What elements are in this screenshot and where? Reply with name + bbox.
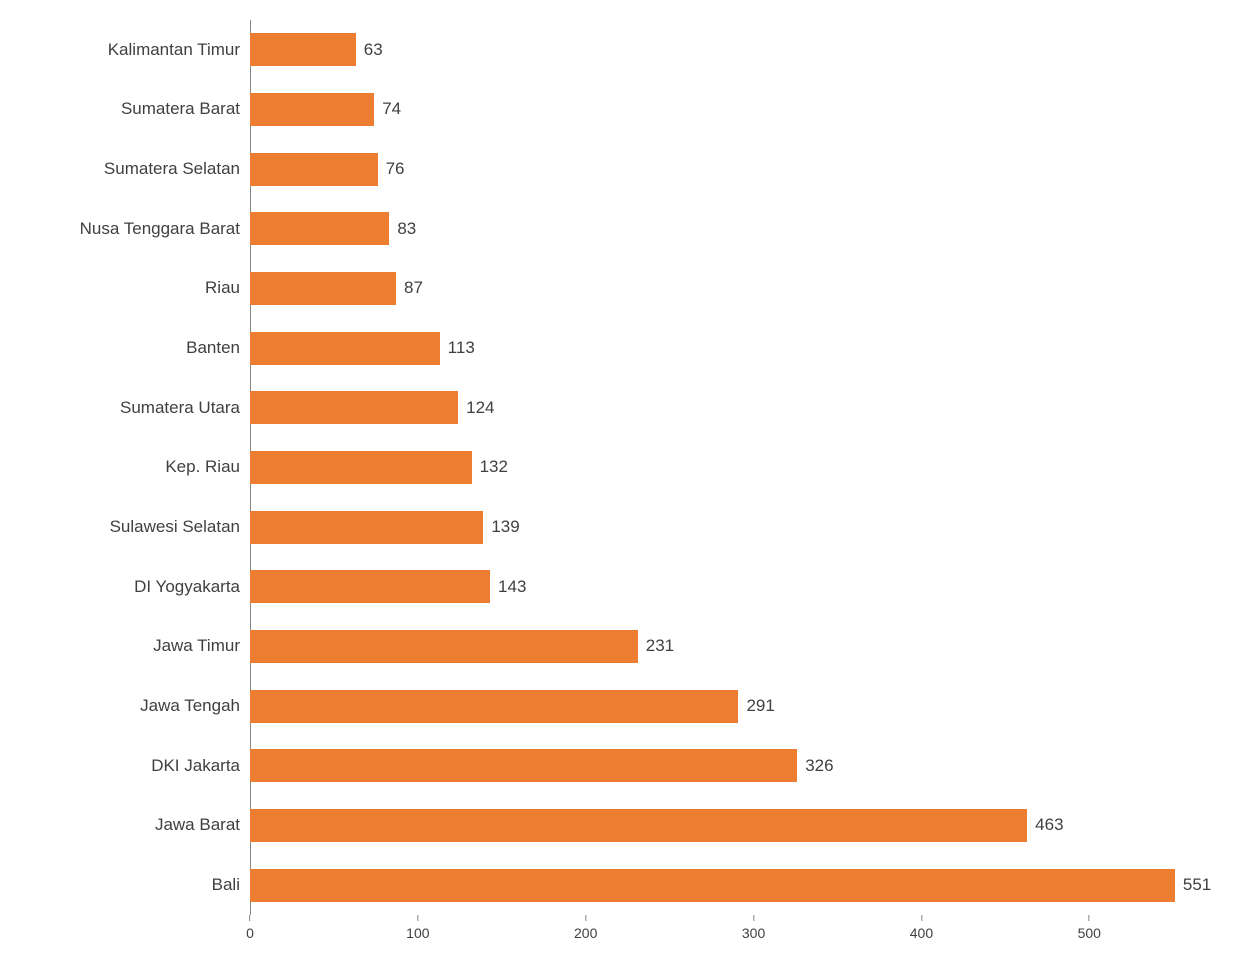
- bar-value-label: 231: [646, 636, 674, 656]
- chart-container: Kalimantan Timur63Sumatera Barat74Sumate…: [0, 0, 1245, 965]
- category-label: Riau: [205, 278, 240, 298]
- bar: [250, 511, 483, 544]
- category-label: Jawa Barat: [155, 815, 240, 835]
- x-tick-label: 100: [406, 925, 429, 941]
- bar: [250, 272, 396, 305]
- bar: [250, 869, 1175, 902]
- x-tick-mark: [1089, 915, 1090, 921]
- bar-value-label: 143: [498, 577, 526, 597]
- bar: [250, 749, 797, 782]
- bar-row: Nusa Tenggara Barat83: [250, 199, 389, 259]
- bar: [250, 630, 638, 663]
- category-label: Sumatera Barat: [121, 99, 240, 119]
- bar-row: Banten113: [250, 318, 440, 378]
- bar-row: DKI Jakarta326: [250, 736, 797, 796]
- bar-value-label: 76: [386, 159, 405, 179]
- bar-row: Sumatera Barat74: [250, 80, 374, 140]
- category-label: Sulawesi Selatan: [110, 517, 240, 537]
- plot-area: Kalimantan Timur63Sumatera Barat74Sumate…: [250, 20, 1190, 915]
- bar-row: Jawa Barat463: [250, 796, 1027, 856]
- bar: [250, 451, 472, 484]
- category-label: Sumatera Utara: [120, 398, 240, 418]
- x-tick-label: 200: [574, 925, 597, 941]
- bar-row: Jawa Timur231: [250, 617, 638, 677]
- bar-row: Kalimantan Timur63: [250, 20, 356, 80]
- bar-value-label: 551: [1183, 875, 1211, 895]
- x-tick: 200: [574, 915, 597, 941]
- x-tick-mark: [921, 915, 922, 921]
- category-label: DI Yogyakarta: [134, 577, 240, 597]
- category-label: Kalimantan Timur: [108, 40, 240, 60]
- bar-row: Sulawesi Selatan139: [250, 497, 483, 557]
- x-axis: 0100200300400500: [250, 915, 1190, 945]
- bar: [250, 93, 374, 126]
- bar-value-label: 124: [466, 398, 494, 418]
- bar-row: Riau87: [250, 259, 396, 319]
- bar-value-label: 139: [491, 517, 519, 537]
- bar-row: Sumatera Utara124: [250, 378, 458, 438]
- bar-value-label: 326: [805, 756, 833, 776]
- x-tick-mark: [249, 915, 250, 921]
- x-tick: 400: [910, 915, 933, 941]
- bar: [250, 212, 389, 245]
- bar: [250, 690, 738, 723]
- x-tick: 100: [406, 915, 429, 941]
- x-tick: 0: [246, 915, 254, 941]
- bar: [250, 332, 440, 365]
- bar: [250, 809, 1027, 842]
- category-label: Sumatera Selatan: [104, 159, 240, 179]
- category-label: Kep. Riau: [165, 457, 240, 477]
- x-tick-label: 500: [1078, 925, 1101, 941]
- bar-value-label: 113: [448, 338, 475, 358]
- bar: [250, 391, 458, 424]
- x-tick-label: 400: [910, 925, 933, 941]
- bar-value-label: 63: [364, 40, 383, 60]
- x-tick: 500: [1078, 915, 1101, 941]
- category-label: Jawa Tengah: [140, 696, 240, 716]
- bar-row: Bali551: [250, 855, 1175, 915]
- x-tick-mark: [753, 915, 754, 921]
- category-label: Nusa Tenggara Barat: [80, 219, 240, 239]
- bar-row: Jawa Tengah291: [250, 676, 738, 736]
- bar-value-label: 291: [746, 696, 774, 716]
- x-tick: 300: [742, 915, 765, 941]
- bar-value-label: 74: [382, 99, 401, 119]
- bar-value-label: 132: [480, 457, 508, 477]
- bar-row: DI Yogyakarta143: [250, 557, 490, 617]
- category-label: DKI Jakarta: [151, 756, 240, 776]
- category-label: Banten: [186, 338, 240, 358]
- bar: [250, 153, 378, 186]
- x-tick-mark: [585, 915, 586, 921]
- bar: [250, 33, 356, 66]
- x-tick-label: 0: [246, 925, 254, 941]
- bar: [250, 570, 490, 603]
- x-tick-mark: [417, 915, 418, 921]
- bar-value-label: 87: [404, 278, 423, 298]
- bar-value-label: 83: [397, 219, 416, 239]
- category-label: Bali: [212, 875, 240, 895]
- category-label: Jawa Timur: [153, 636, 240, 656]
- bar-row: Kep. Riau132: [250, 438, 472, 498]
- bar-value-label: 463: [1035, 815, 1063, 835]
- bar-row: Sumatera Selatan76: [250, 139, 378, 199]
- x-tick-label: 300: [742, 925, 765, 941]
